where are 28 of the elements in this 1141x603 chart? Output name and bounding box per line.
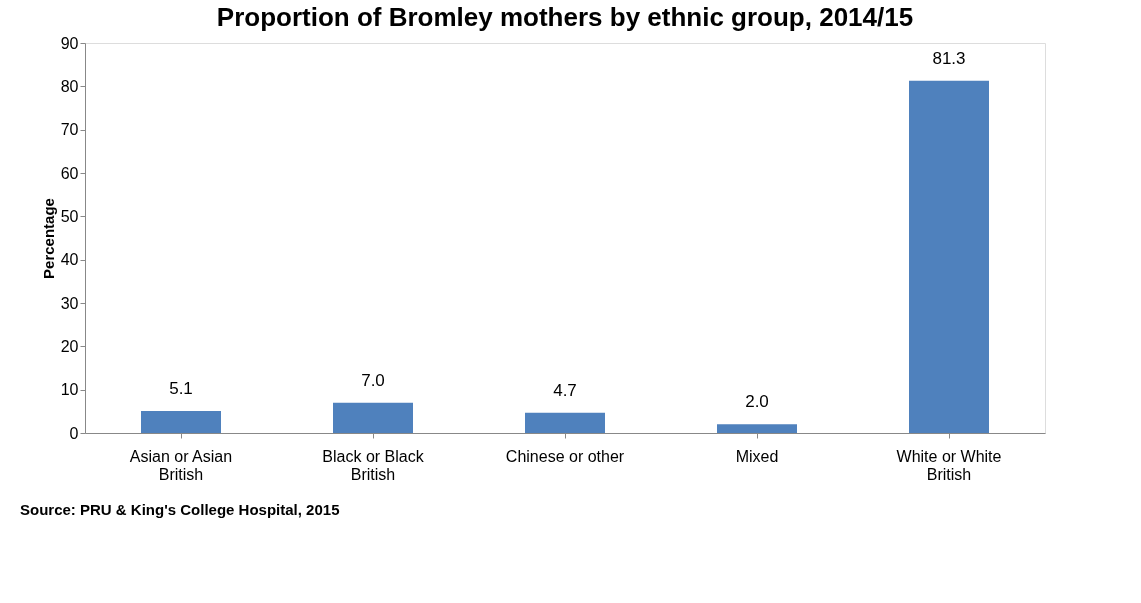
x-tick-label: White or White British (896, 447, 1002, 483)
y-tick-label: 40 (60, 251, 79, 269)
y-axis-title: Percentage (39, 198, 57, 279)
source-note: Source: PRU & King's College Hospital, 2015 (20, 501, 340, 518)
data-label: 7.0 (361, 370, 385, 390)
data-label: 4.7 (553, 380, 577, 400)
y-tick-label: 80 (60, 77, 79, 95)
x-tick-label: Asian or Asian British (129, 447, 233, 483)
y-tick-label: 10 (60, 381, 79, 399)
data-label: 2.0 (745, 392, 769, 412)
x-tick-label: Mixed (735, 447, 779, 465)
bar (333, 402, 413, 433)
y-tick-label: 50 (60, 207, 79, 225)
y-tick-label: 90 (60, 34, 79, 52)
bar (525, 412, 605, 433)
y-tick-label: 30 (60, 294, 79, 312)
y-tick-label: 0 (69, 424, 79, 442)
x-tick-label: Black or Black British (322, 447, 425, 483)
bar (717, 424, 797, 433)
y-tick-label: 70 (60, 121, 79, 139)
y-tick-label: 60 (60, 164, 79, 182)
chart-title: Proportion of Bromley mothers by ethnic group, 2014/15 (216, 2, 914, 32)
data-label: 5.1 (169, 378, 193, 398)
data-label: 81.3 (932, 48, 966, 68)
bar (909, 80, 989, 433)
y-tick-label: 20 (60, 337, 79, 355)
bar (141, 410, 221, 433)
x-tick-label: Chinese or other (505, 447, 625, 465)
